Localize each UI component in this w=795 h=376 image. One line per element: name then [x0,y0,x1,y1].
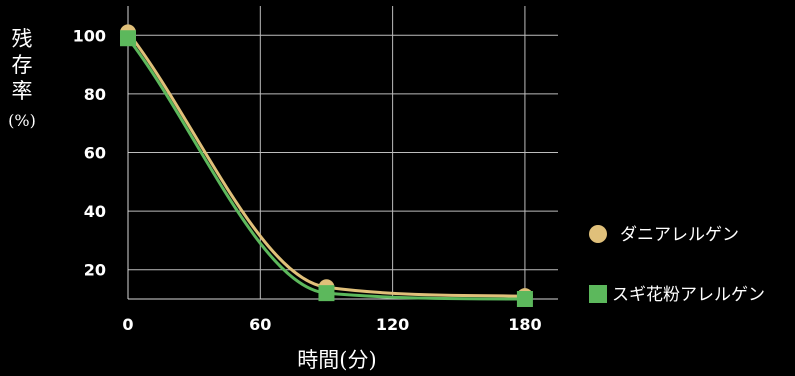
y-axis-title-char: 残 [12,27,33,51]
y-tick-label: 40 [84,202,106,221]
y-axis-title-char: 存 [12,53,33,77]
y-tick-label: 80 [84,85,106,104]
x-tick-label: 180 [508,315,541,334]
y-tick-label: 100 [73,26,106,45]
series-line-1 [126,37,525,301]
data-point-series-1 [516,291,533,307]
legend-marker-1 [589,285,607,303]
data-point-series-1 [120,30,136,47]
legend-marker-0 [589,225,607,243]
data-point-series-1 [318,285,335,302]
x-axis-title: 時間(分) [297,348,376,372]
x-tick-label: 120 [376,315,409,334]
legend-label-0: ダニアレルゲン [620,225,739,245]
tick-labels: 0 60 120 180 20 40 60 80 100 [73,26,542,334]
y-axis-title: 残存率 (%) [8,27,36,130]
legend-label-1: スギ花粉アレルゲン [612,285,765,305]
y-axis-title-char: (%) [8,111,36,130]
x-tick-label: 60 [249,315,271,334]
x-tick-label: 0 [122,315,133,334]
series-markers [120,24,533,307]
y-tick-label: 60 [84,144,106,163]
series-lines [126,31,525,301]
grid [128,6,558,299]
y-axis-title-char: 率 [12,79,33,103]
y-tick-label: 20 [84,261,106,280]
series-line-0 [126,31,525,298]
